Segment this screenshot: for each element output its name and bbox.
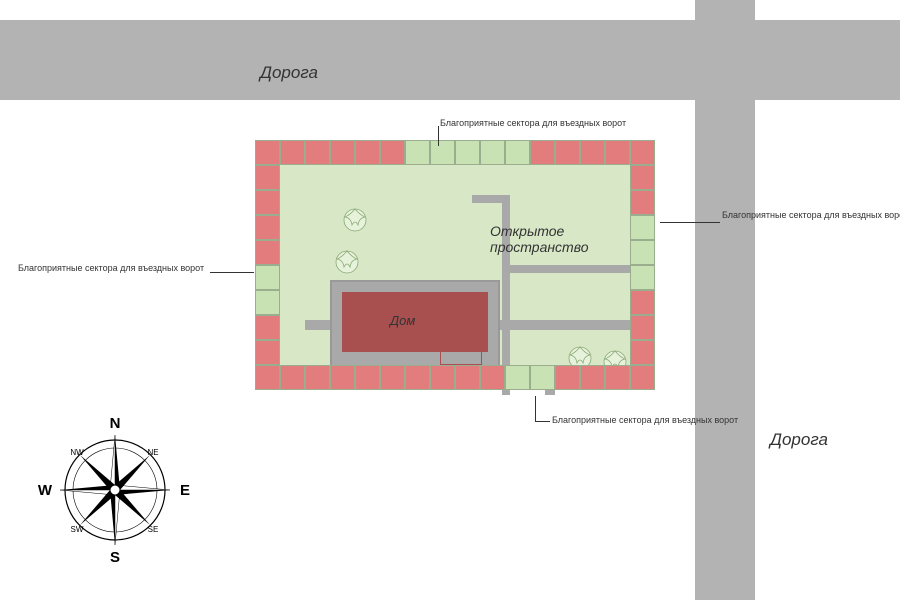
perimeter-tile — [305, 140, 330, 165]
walkway — [305, 320, 330, 330]
perimeter-tile — [505, 365, 530, 390]
perimeter-tile — [530, 365, 555, 390]
perimeter-tile — [455, 140, 480, 165]
perimeter-tile — [580, 365, 605, 390]
perimeter-tile — [480, 365, 505, 390]
perimeter-tile — [380, 365, 405, 390]
perimeter-tile — [430, 365, 455, 390]
leader-line — [535, 421, 550, 422]
annotation-label: Благоприятные сектора для въездных ворот — [552, 415, 738, 425]
perimeter-tile — [255, 140, 280, 165]
perimeter-tile — [255, 365, 280, 390]
compass-w: W — [38, 482, 53, 499]
annotation-label: Благоприятные сектора для въездных ворот — [18, 263, 204, 273]
perimeter-tile — [380, 140, 405, 165]
compass-e: E — [180, 482, 190, 499]
perimeter-tile — [630, 365, 655, 390]
perimeter-tile — [255, 290, 280, 315]
perimeter-tile — [480, 140, 505, 165]
compass-rose: N S E W NE NW SE SW — [35, 410, 195, 570]
perimeter-tile — [330, 140, 355, 165]
perimeter-tile — [255, 340, 280, 365]
tree-icon — [332, 247, 362, 277]
annotation-label: Дорога — [260, 63, 318, 83]
perimeter-tile — [630, 215, 655, 240]
interior-label: Дом — [390, 313, 415, 328]
perimeter-tile — [280, 365, 305, 390]
perimeter-tile — [630, 315, 655, 340]
perimeter-tile — [255, 265, 280, 290]
leader-line — [438, 126, 439, 146]
perimeter-tile — [255, 240, 280, 265]
perimeter-tile — [355, 365, 380, 390]
leader-line — [210, 272, 254, 273]
perimeter-tile — [255, 215, 280, 240]
leader-line — [535, 396, 536, 421]
annotation-label: Дорога — [770, 430, 828, 450]
perimeter-tile — [455, 365, 480, 390]
leader-line — [660, 222, 720, 223]
compass-sw: SW — [71, 525, 84, 534]
perimeter-tile — [630, 340, 655, 365]
lawn: Открытое пространство Дом — [280, 165, 630, 370]
perimeter-tile — [605, 365, 630, 390]
road-top — [0, 20, 900, 100]
perimeter-tile — [255, 165, 280, 190]
annotation-label: Благоприятные сектора для въездных ворот — [722, 210, 900, 220]
perimeter-tile — [405, 365, 430, 390]
road-right — [695, 100, 755, 600]
perimeter-tile — [630, 140, 655, 165]
perimeter-tile — [280, 140, 305, 165]
perimeter-tile — [530, 140, 555, 165]
perimeter-tile — [430, 140, 455, 165]
perimeter-tile — [630, 290, 655, 315]
compass-n: N — [110, 415, 121, 432]
walkway — [472, 195, 510, 203]
site-plot: Открытое пространство Дом — [255, 140, 655, 395]
compass-s: S — [110, 549, 120, 566]
perimeter-tile — [505, 140, 530, 165]
tree-icon — [340, 205, 370, 235]
compass-ne: NE — [147, 448, 158, 457]
perimeter-tile — [555, 140, 580, 165]
perimeter-tile — [630, 165, 655, 190]
perimeter-tile — [580, 140, 605, 165]
road-top-notch — [695, 0, 755, 20]
perimeter-tile — [605, 140, 630, 165]
perimeter-tile — [630, 190, 655, 215]
perimeter-tile — [255, 190, 280, 215]
interior-label: Открытое пространство — [490, 223, 630, 255]
perimeter-tile — [330, 365, 355, 390]
perimeter-tile — [255, 315, 280, 340]
perimeter-tile — [630, 265, 655, 290]
annotation-label: Благоприятные сектора для въездных ворот — [440, 118, 626, 128]
house-annex — [440, 340, 482, 365]
perimeter-tile — [405, 140, 430, 165]
compass-se: SE — [148, 525, 159, 534]
compass-nw: NW — [70, 448, 84, 457]
perimeter-tile — [305, 365, 330, 390]
perimeter-tile — [555, 365, 580, 390]
perimeter-tile — [355, 140, 380, 165]
perimeter-tile — [630, 240, 655, 265]
